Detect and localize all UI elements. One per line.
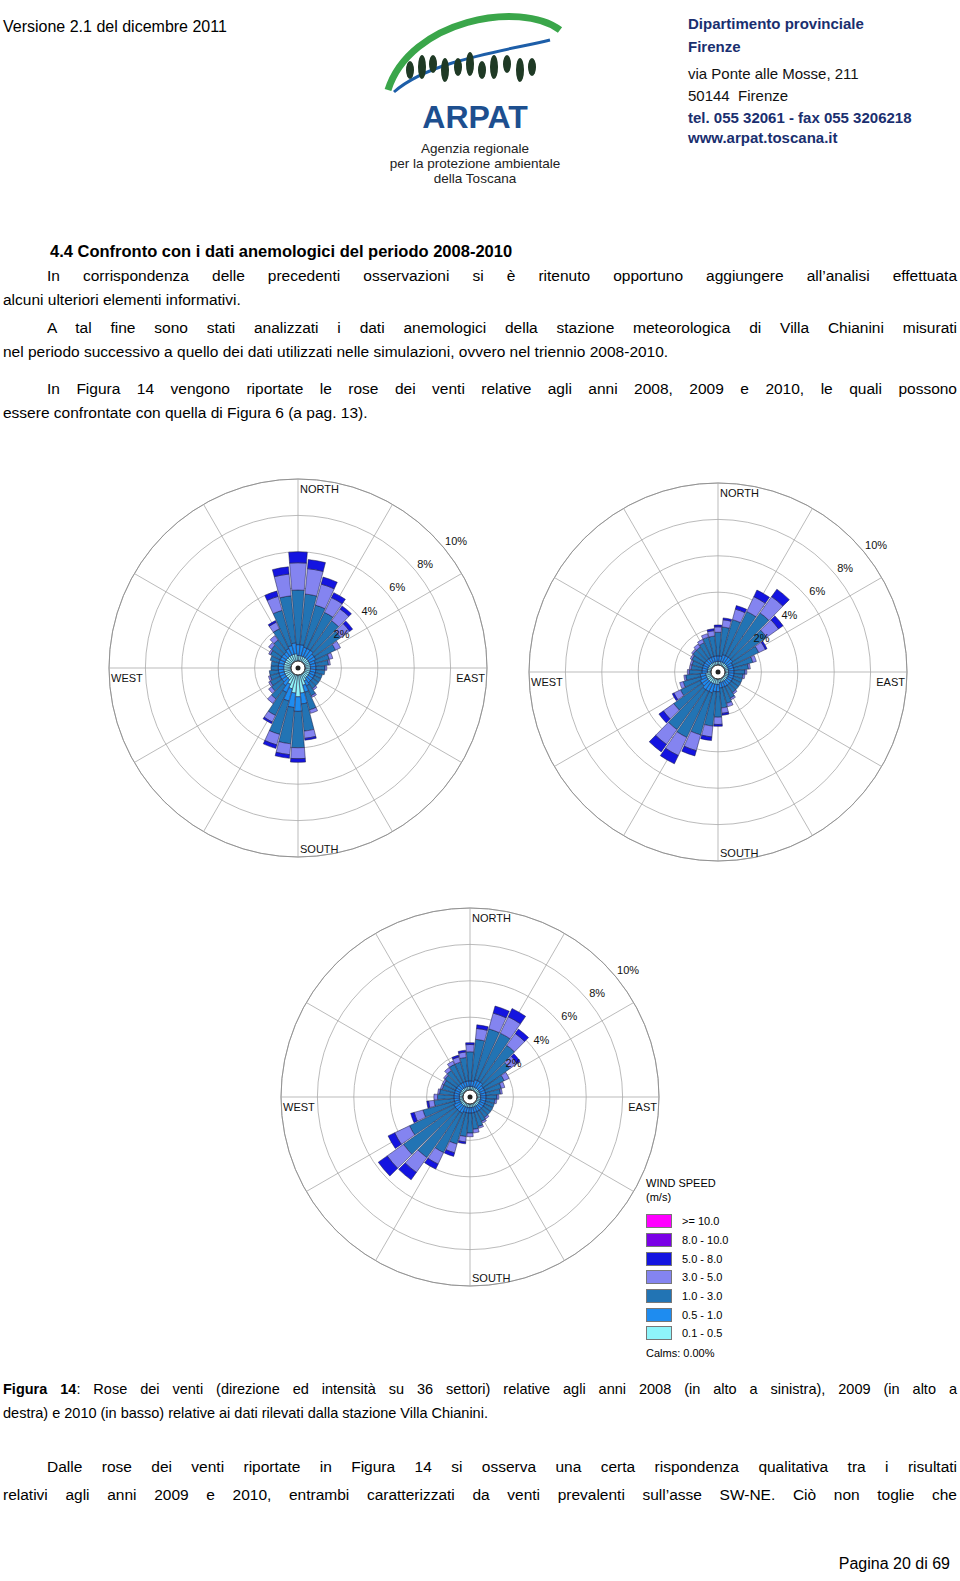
html-text:nel periodo successivo a quell: nel periodo successivo a quello dei dati… bbox=[3, 343, 669, 360]
html-text:www.arpat.toscana.it: www.arpat.toscana.it bbox=[688, 129, 838, 146]
html-text:3.0 - 5.0: 3.0 - 5.0 bbox=[682, 1271, 723, 1284]
svg-text:6%: 6% bbox=[809, 585, 825, 597]
html-text:50144 Firenze: 50144 Firenze bbox=[688, 87, 789, 104]
svg-text:SOUTH: SOUTH bbox=[472, 1272, 511, 1284]
svg-text:6%: 6% bbox=[561, 1010, 577, 1022]
html-text:Dipartimento provinciale: Dipartimento provinciale bbox=[688, 15, 864, 32]
svg-text:2%: 2% bbox=[754, 632, 770, 644]
svg-text:4%: 4% bbox=[361, 605, 377, 617]
html-text:via Ponte alle Mosse, 211: via Ponte alle Mosse, 211 bbox=[688, 65, 859, 82]
svg-text:NORTH: NORTH bbox=[300, 483, 339, 495]
html-text:(m/s): (m/s) bbox=[646, 1191, 671, 1203]
html-text:A tal fine sono stati analizza: A tal fine sono stati analizzati i dati … bbox=[47, 319, 957, 336]
svg-text:8%: 8% bbox=[417, 558, 433, 570]
html-text:0.5 - 1.0: 0.5 - 1.0 bbox=[682, 1308, 723, 1321]
html-text:WIND SPEED: WIND SPEED bbox=[646, 1177, 716, 1189]
html-text:tel. 055 32061 - fax 055 32062: tel. 055 32061 - fax 055 3206218 bbox=[688, 109, 912, 126]
svg-text:6%: 6% bbox=[389, 581, 405, 593]
svg-text:8%: 8% bbox=[837, 562, 853, 574]
html-text:4.4 Confronto con i dati anemo: 4.4 Confronto con i dati anemologici del… bbox=[50, 242, 513, 260]
html-text:Versione 2.1 del dicembre 2011: Versione 2.1 del dicembre 2011 bbox=[3, 18, 227, 35]
html-text:In corrispondenza delle preced: In corrispondenza delle precedenti osser… bbox=[47, 267, 957, 284]
html-text:essere confrontate con quella: essere confrontate con quella di Figura … bbox=[3, 404, 368, 421]
svg-text:EAST: EAST bbox=[876, 676, 905, 688]
svg-text:ARPAT: ARPAT bbox=[422, 99, 528, 135]
html-text:Calms: 0.00%: Calms: 0.00% bbox=[646, 1346, 715, 1359]
svg-text:10%: 10% bbox=[445, 535, 467, 547]
svg-text:SOUTH: SOUTH bbox=[300, 843, 339, 855]
svg-text:per la protezione ambientale: per la protezione ambientale bbox=[390, 156, 560, 171]
svg-text:Agenzia regionale: Agenzia regionale bbox=[421, 141, 529, 156]
svg-text:WEST: WEST bbox=[531, 676, 563, 688]
svg-text:della Toscana: della Toscana bbox=[434, 171, 517, 186]
html-text:8.0 - 10.0: 8.0 - 10.0 bbox=[682, 1234, 729, 1246]
svg-text:WEST: WEST bbox=[283, 1101, 315, 1113]
svg-text:SOUTH: SOUTH bbox=[720, 847, 759, 859]
html-text:1.0 - 3.0: 1.0 - 3.0 bbox=[682, 1290, 723, 1303]
svg-text:2%: 2% bbox=[334, 628, 350, 640]
html-text:relativi agli anni 2009 e 2010: relativi agli anni 2009 e 2010, entrambi… bbox=[3, 1486, 957, 1503]
html-text:alcuni ulteriori elementi info: alcuni ulteriori elementi informativi. bbox=[3, 291, 241, 308]
svg-text:2%: 2% bbox=[506, 1057, 522, 1069]
svg-text:4%: 4% bbox=[781, 609, 797, 621]
html-text:Dalle rose dei venti riportate: Dalle rose dei venti riportate in Figura… bbox=[47, 1458, 957, 1475]
html-text:>= 10.0: >= 10.0 bbox=[682, 1215, 720, 1228]
html-text:Pagina 20 di 69: Pagina 20 di 69 bbox=[838, 1555, 950, 1572]
html-text:In Figura 14 vengono riportate: In Figura 14 vengono riportate le rose d… bbox=[47, 380, 957, 397]
html-text:0.1 - 0.5: 0.1 - 0.5 bbox=[682, 1327, 723, 1340]
svg-text:NORTH: NORTH bbox=[472, 912, 511, 924]
html-text:destra) e 2010 (in basso) rela: destra) e 2010 (in basso) relative ai da… bbox=[3, 1405, 488, 1421]
html-text:Firenze: Firenze bbox=[688, 38, 741, 55]
svg-text:EAST: EAST bbox=[456, 672, 485, 684]
svg-text:8%: 8% bbox=[589, 987, 605, 999]
svg-text:10%: 10% bbox=[865, 539, 887, 551]
svg-text:4%: 4% bbox=[533, 1034, 549, 1046]
svg-text:EAST: EAST bbox=[628, 1101, 657, 1113]
svg-text:WEST: WEST bbox=[111, 672, 143, 684]
html-text:5.0 - 8.0: 5.0 - 8.0 bbox=[682, 1252, 723, 1265]
svg-text:NORTH: NORTH bbox=[720, 487, 759, 499]
svg-text:10%: 10% bbox=[617, 964, 639, 976]
html-text:Figura 14: Rose dei venti (dir: Figura 14: Rose dei venti (direzione ed … bbox=[3, 1381, 957, 1397]
